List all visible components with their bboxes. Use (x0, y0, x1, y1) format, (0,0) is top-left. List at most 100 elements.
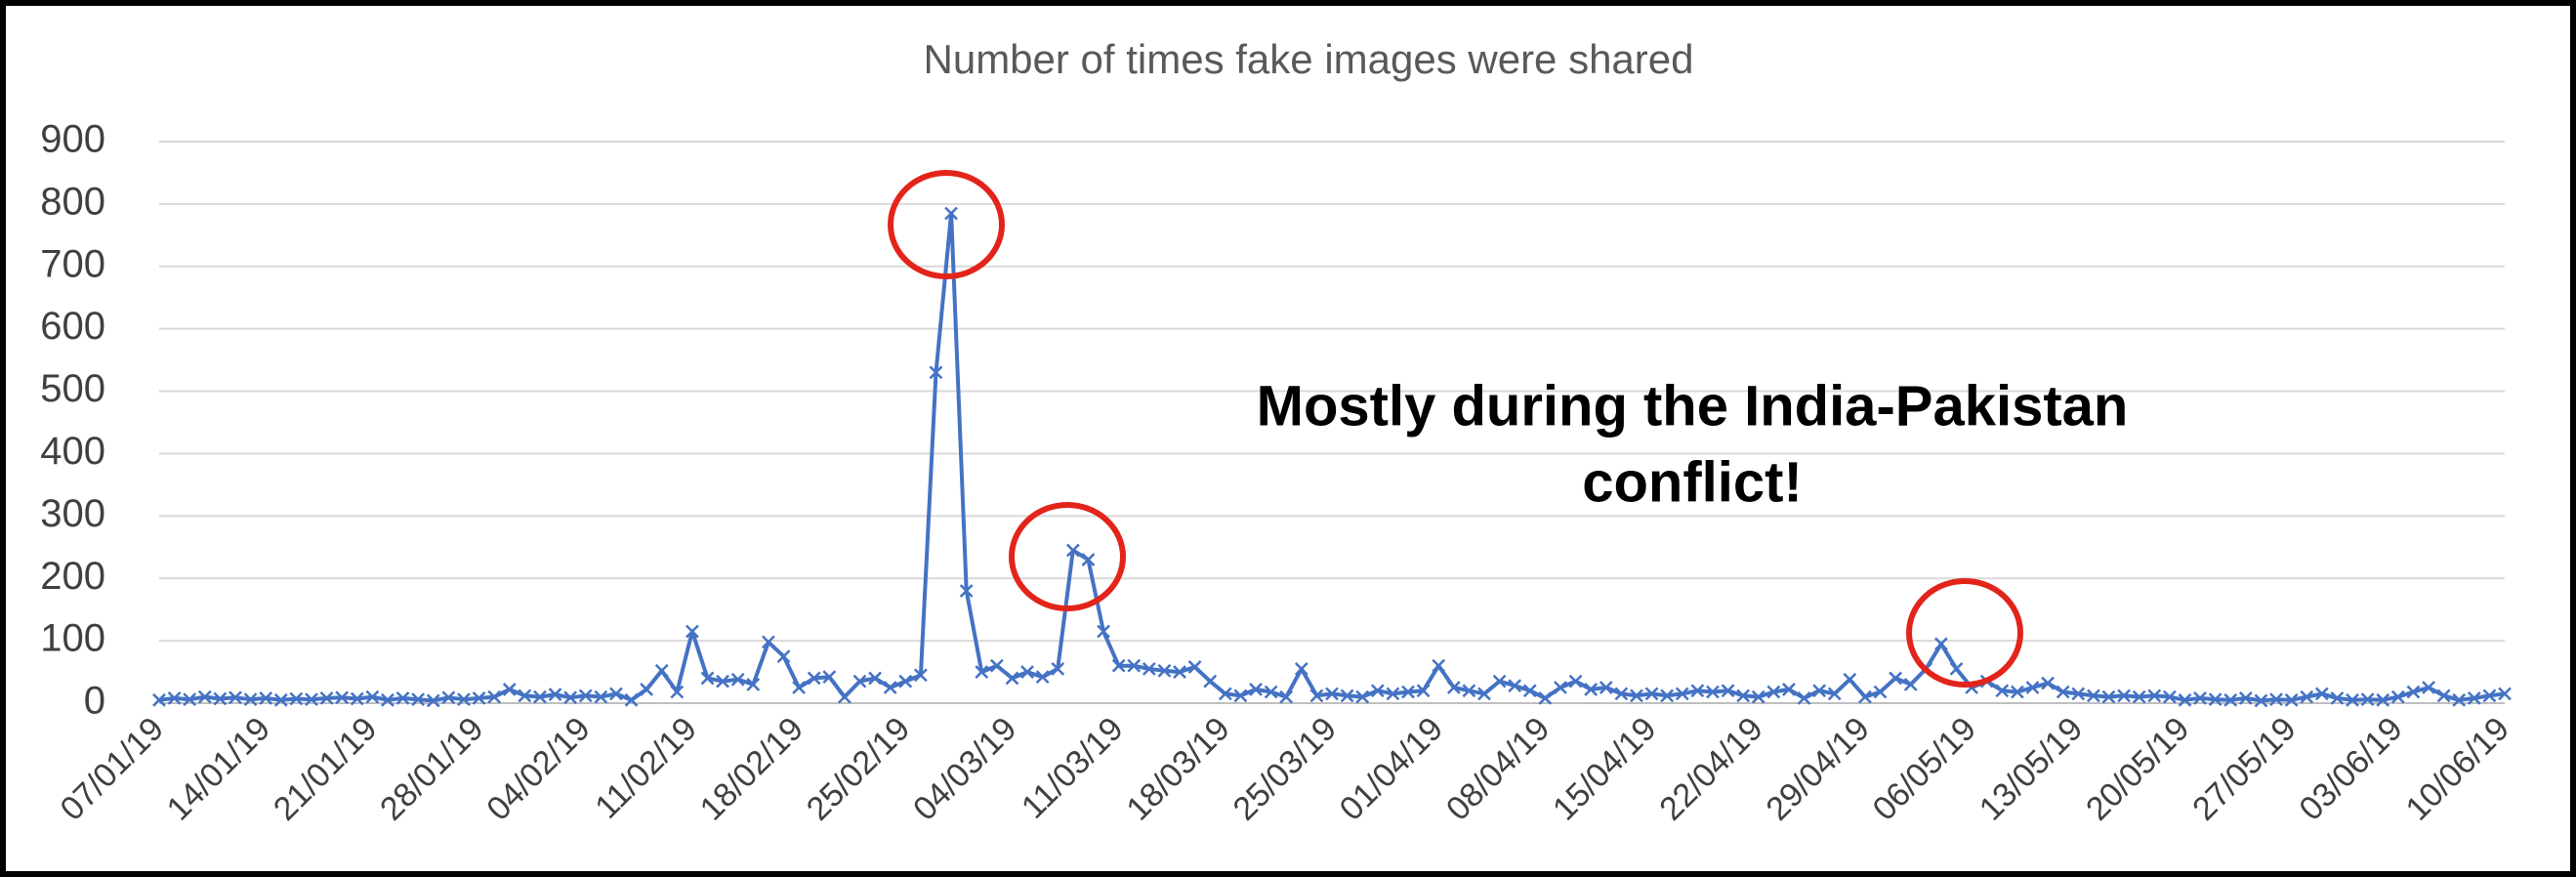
data-point (2117, 689, 2131, 703)
data-point (1614, 687, 1629, 701)
data-point (2360, 692, 2375, 707)
data-point (762, 635, 775, 649)
y-tick-label: 500 (40, 367, 105, 410)
data-point (548, 688, 562, 701)
data-point (2467, 691, 2481, 705)
data-point (183, 692, 197, 707)
data-point (426, 693, 440, 708)
data-point (1599, 681, 1613, 694)
y-tick-label: 600 (40, 305, 105, 348)
data-point (2208, 692, 2223, 707)
data-point (229, 690, 242, 705)
data-point (1416, 684, 1431, 698)
y-tick-label: 800 (40, 180, 105, 223)
data-point (1233, 689, 1248, 703)
data-point (746, 677, 761, 691)
highlight-circle (1009, 502, 1126, 611)
data-point (457, 692, 471, 707)
data-point (1325, 687, 1339, 701)
data-point (792, 681, 806, 694)
data-point (2314, 687, 2329, 701)
y-tick-label: 100 (40, 617, 105, 660)
data-point (1020, 665, 1034, 679)
data-point (1218, 687, 1232, 701)
data-point (776, 649, 791, 663)
data-point (1051, 661, 1065, 676)
data-point (167, 691, 182, 705)
data-point (335, 690, 350, 705)
data-point (1142, 661, 1156, 676)
data-point (1340, 689, 1354, 703)
data-point (2436, 689, 2451, 703)
data-point (1766, 685, 1781, 699)
data-point (913, 668, 928, 683)
data-point (1446, 681, 1461, 694)
data-point (944, 206, 958, 221)
data-point (654, 663, 669, 678)
data-point (1538, 691, 1553, 705)
data-point (243, 692, 258, 707)
data-point (273, 692, 288, 707)
data-point (1477, 687, 1491, 701)
data-point (1690, 684, 1705, 698)
y-tick-label: 900 (40, 118, 105, 161)
data-point (2056, 685, 2070, 699)
data-point (1889, 671, 1902, 686)
data-point (2498, 687, 2512, 701)
data-point (2238, 691, 2253, 705)
data-point (2086, 689, 2100, 703)
data-point (1035, 670, 1050, 685)
data-point (1127, 658, 1142, 673)
data-point (1858, 689, 1872, 704)
data-point (1005, 671, 1019, 686)
highlight-circle (1906, 578, 2023, 688)
data-point (1630, 689, 1643, 703)
y-tick-label: 300 (40, 492, 105, 535)
data-point (822, 670, 837, 685)
data-point (716, 674, 729, 689)
data-point (578, 689, 593, 703)
data-point (1751, 689, 1766, 704)
data-point (2132, 689, 2146, 704)
data-point (1721, 684, 1735, 698)
data-point (1903, 677, 1918, 691)
data-point (2010, 685, 2024, 699)
data-point (624, 692, 639, 707)
data-point (1522, 684, 1537, 698)
data-point (609, 687, 623, 701)
data-point (2376, 692, 2390, 707)
data-point (1157, 663, 1172, 678)
data-point (1462, 684, 1476, 698)
data-point (1675, 687, 1689, 701)
data-point (2346, 692, 2359, 707)
data-point (1812, 684, 1827, 698)
data-point (502, 683, 517, 696)
data-point (686, 624, 699, 639)
data-point (2025, 681, 2040, 694)
data-point (1355, 689, 1370, 704)
data-point (1401, 685, 1415, 699)
data-point (807, 671, 821, 686)
data-point (1249, 683, 1263, 696)
y-tick-label: 0 (84, 680, 105, 723)
data-point (2071, 687, 2086, 701)
chart-title: Number of times fake images were shared (924, 36, 1694, 82)
data-point (898, 674, 913, 689)
data-point (2254, 693, 2268, 708)
data-point (1508, 679, 1522, 692)
data-point (2193, 691, 2207, 705)
data-point (1827, 687, 1842, 701)
data-point (487, 689, 502, 704)
data-point (1934, 637, 1948, 651)
data-point (289, 691, 304, 706)
data-point (1736, 689, 1751, 703)
data-point (152, 692, 166, 707)
data-point (2269, 692, 2283, 707)
data-point (1279, 689, 1294, 704)
data-point (1111, 658, 1126, 673)
data-point (319, 691, 334, 705)
data-point (700, 671, 715, 686)
data-point (1706, 685, 1720, 699)
data-point (1081, 553, 1096, 566)
